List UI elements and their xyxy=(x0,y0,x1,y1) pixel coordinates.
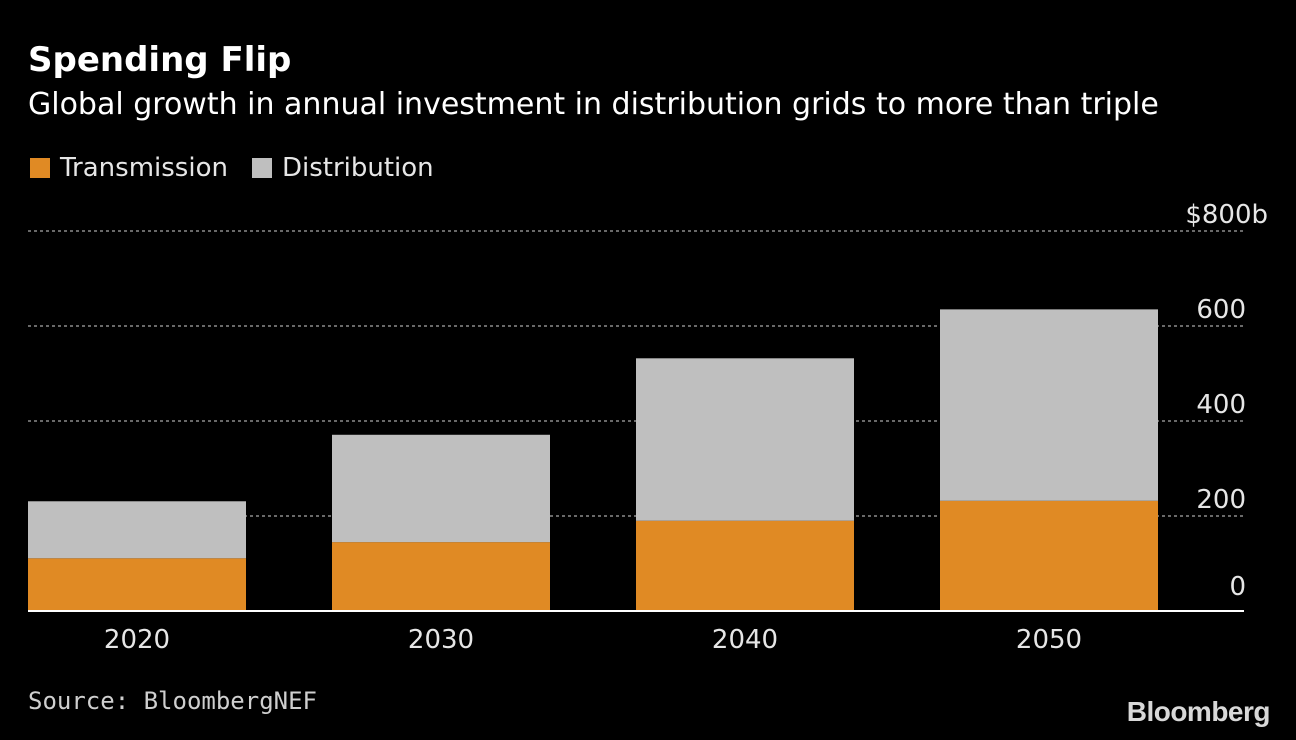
y-tick-label-800: $800b xyxy=(1185,200,1268,230)
chart-title: Spending Flip xyxy=(28,40,292,80)
x-tick-label-2050: 2050 xyxy=(1016,625,1082,655)
bar-distribution-2040 xyxy=(636,358,854,521)
legend-swatch-transmission xyxy=(30,158,50,178)
source-note: Source: BloombergNEF xyxy=(28,687,317,715)
y-tick-label-600: 600 xyxy=(1196,295,1246,325)
y-tick-label-200: 200 xyxy=(1196,485,1246,515)
legend-label-transmission: Transmission xyxy=(60,153,228,183)
bar-distribution-2020 xyxy=(28,501,246,559)
chart-subtitle: Global growth in annual investment in di… xyxy=(28,87,1159,122)
bar-transmission-2020 xyxy=(28,558,246,611)
bar-distribution-2030 xyxy=(332,434,550,543)
legend-label-distribution: Distribution xyxy=(281,153,434,183)
x-tick-label-2030: 2030 xyxy=(408,625,474,655)
legend: Transmission Distribution xyxy=(30,150,458,186)
bar-transmission-2050 xyxy=(940,500,1158,611)
legend-item-distribution: Distribution xyxy=(251,153,434,183)
legend-swatch-distribution xyxy=(251,158,272,178)
bar-transmission-2030 xyxy=(332,542,550,611)
bar-transmission-2040 xyxy=(636,520,854,611)
bloomberg-logo: Bloomberg xyxy=(1126,696,1271,727)
x-tick-label-2020: 2020 xyxy=(104,625,170,655)
legend-item-transmission: Transmission xyxy=(30,153,228,183)
x-tick-label-2040: 2040 xyxy=(712,625,778,655)
y-tick-label-400: 400 xyxy=(1196,390,1246,420)
bar-distribution-2050 xyxy=(940,309,1158,501)
y-tick-label-0: 0 xyxy=(1229,572,1246,602)
